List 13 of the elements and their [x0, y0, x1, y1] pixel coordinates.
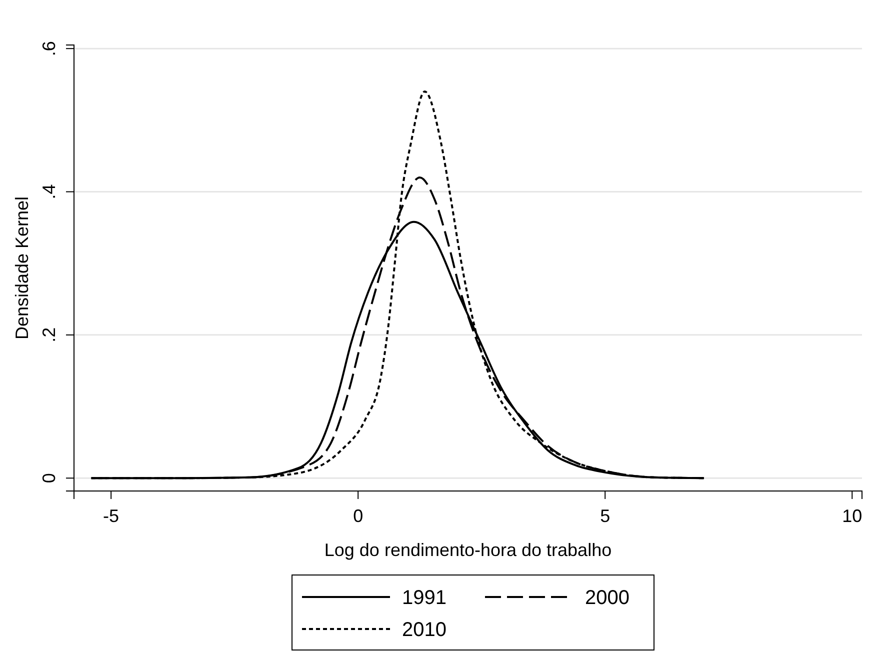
y-axis-title: Densidade Kernel — [12, 196, 32, 340]
x-tick-label: 0 — [353, 506, 364, 526]
y-tick-label: 0 — [39, 473, 59, 484]
x-tick-label: 5 — [600, 506, 610, 526]
legend-label: 2010 — [402, 619, 446, 641]
legend-label: 2000 — [585, 587, 630, 609]
y-tick-label: .6 — [39, 41, 59, 56]
x-tick-label: 10 — [842, 506, 862, 526]
x-axis-title: Log do rendimento-hora do trabalho — [324, 540, 612, 560]
x-tick-label: -5 — [103, 506, 120, 526]
legend-label: 1991 — [402, 587, 446, 609]
y-tick-label: .4 — [39, 184, 59, 200]
y-tick-label: .2 — [39, 327, 59, 342]
